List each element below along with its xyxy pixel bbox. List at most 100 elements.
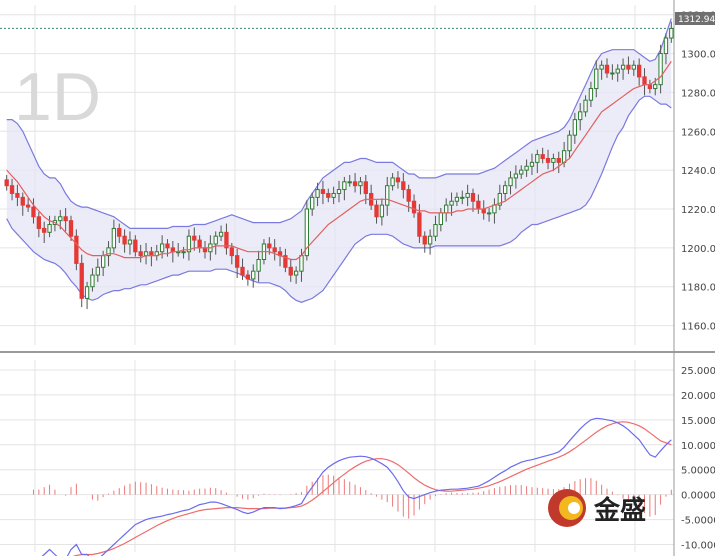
timeframe-watermark: 1D [14,59,101,135]
macd-tick-label-1: -5.0000 [681,516,715,527]
candle-body-80 [433,224,438,237]
candle-body-83 [449,200,454,206]
candle-body-70 [379,204,385,218]
candle-body-3 [20,196,25,206]
candle-body-117 [631,64,636,70]
candle-body-29 [159,243,165,253]
candle-body-43 [234,255,240,268]
price-tick-label-0: 1160.00 [681,322,715,333]
brand-logo-core [568,502,580,514]
candle-body-15 [84,286,90,299]
candle-body-53 [288,266,293,276]
candle-body-2 [15,192,20,198]
candle-body-104 [561,150,567,163]
candle-body-98 [529,161,535,167]
candle-body-69 [374,204,379,218]
candle-body-82 [444,204,449,214]
candle-body-42 [229,247,234,257]
price-tick-label-3: 1220.00 [681,205,715,216]
candle-body-40 [218,231,224,237]
last-price-tag-bg [675,12,715,25]
candle-body-111 [599,64,604,70]
candle-body-16 [90,274,95,288]
candle-body-88 [476,200,481,210]
moving-average [6,60,672,261]
candle-body-0 [4,179,9,187]
candle-body-110 [594,68,599,90]
candle-body-64 [347,181,352,184]
candle-body-24 [133,239,138,253]
candle-body-5 [31,206,36,218]
candle-body-59 [320,189,326,194]
candle-body-115 [620,64,626,70]
candle-body-36 [197,239,202,249]
candle-body-108 [583,99,588,113]
candle-body-8 [47,224,52,233]
candle-body-18 [100,255,106,268]
price-tick-label-7: 1300.00 [681,50,715,61]
price-tick-label-5: 1260.00 [681,127,715,138]
candle-body-62 [336,189,342,194]
price-tick-label-2: 1200.00 [681,244,715,255]
candle-body-106 [572,119,578,136]
price-tick-label-6: 1280.00 [681,88,715,99]
candle-body-63 [342,181,347,191]
candle-body-105 [567,134,572,152]
candle-body-56 [304,208,310,257]
macd-tick-label-0: -10.0000 [681,541,715,552]
candle-body-116 [626,64,631,70]
candle-body-22 [122,235,127,245]
candle-body-92 [497,192,502,206]
candle-body-102 [551,157,556,163]
candle-body-87 [470,192,476,202]
candle-body-52 [283,255,288,268]
moving-average-line [6,60,672,261]
candle-body-57 [310,196,315,210]
candle-body-71 [385,185,390,206]
candle-body-97 [524,165,529,171]
candle-body-94 [508,177,513,187]
candle-body-4 [25,204,31,208]
candle-body-118 [636,64,642,78]
candle-body-60 [326,192,331,198]
candle-body-112 [604,64,610,74]
macd-tick-label-6: 20.0000 [681,391,715,402]
candle-body-123 [663,37,669,55]
candle-body-85 [460,196,465,199]
brand-logo: 金盛 [548,489,646,527]
candle-body-46 [251,270,256,280]
candle-body-72 [390,177,395,187]
candle-body-20 [111,227,117,249]
candle-body-74 [401,181,406,191]
candle-body-78 [422,235,427,245]
macd-tick-label-3: 5.0000 [681,466,715,477]
price-axis: 1160.00 1180.00 1200.00 1220.00 1240.00 1260.… [681,11,715,552]
candle-body-44 [240,266,245,276]
candle-body-1 [9,185,15,194]
last-price-tag: 1312.94 [675,12,715,25]
candle-body-50 [272,247,277,253]
candle-body-90 [486,212,492,215]
candle-body-65 [352,181,358,187]
bollinger-lower-line [6,95,672,303]
candle-body-100 [540,154,545,159]
candle-body-86 [465,192,470,198]
candle-body-93 [502,185,508,194]
candle-body-107 [578,111,583,121]
last-price-tag-label: 1312.94 [678,15,715,25]
candle-body-14 [79,262,84,299]
candle-body-54 [293,270,299,276]
candle-body-10 [58,216,63,222]
candle-body-91 [492,204,497,214]
candle-body-79 [427,235,433,245]
macd-line [41,417,672,556]
candle-body-23 [127,239,133,245]
candle-body-12 [68,220,74,237]
candle-body-96 [519,169,524,175]
candle-body-124 [669,27,674,39]
candle-body-122 [658,53,663,86]
macd-tick-label-4: 10.0000 [681,441,715,452]
candle-body-121 [653,84,658,90]
candle-body-19 [106,247,111,257]
